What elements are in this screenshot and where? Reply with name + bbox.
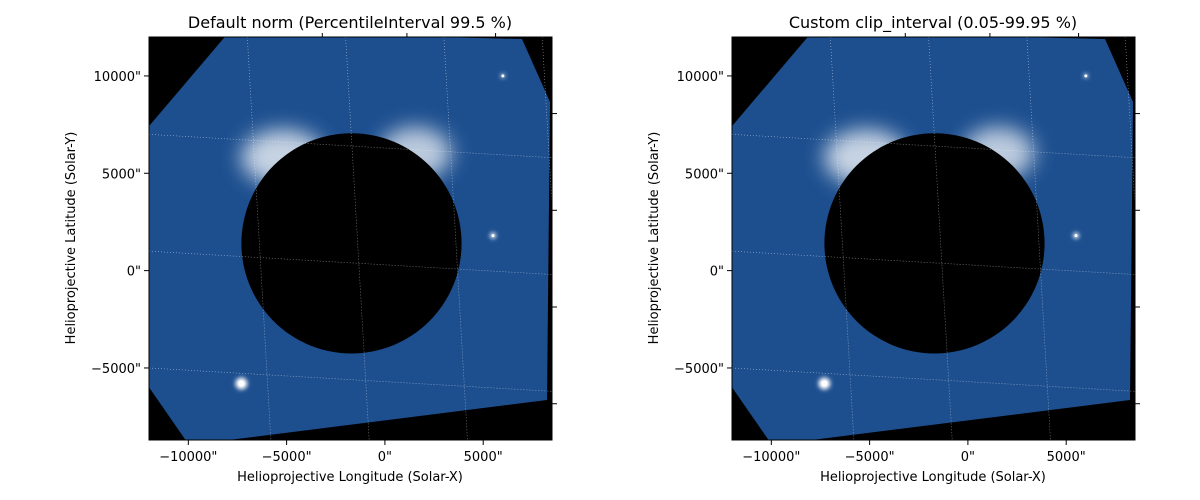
left-occulter-disk xyxy=(241,133,462,354)
left-star-core xyxy=(501,74,505,78)
right-grid-line xyxy=(1026,37,1051,440)
left-plot-frame xyxy=(148,36,553,441)
right-y-tick-label: 5000" xyxy=(685,167,724,182)
left-x-axis-label: Helioprojective Longitude (Solar-X) xyxy=(237,470,463,485)
right-plot-frame xyxy=(731,36,1136,441)
left-star-core xyxy=(491,234,495,238)
left-x-tick-label: −5000" xyxy=(262,450,312,465)
right-x-axis-label: Helioprojective Longitude (Solar-X) xyxy=(820,470,1046,485)
right-star-core xyxy=(821,380,828,387)
right-occulter-disk xyxy=(824,133,1045,354)
right-image xyxy=(732,37,1135,440)
left-x-ticks: −10000" −5000" 0" 5000" xyxy=(159,440,503,465)
left-plot-panel: Default norm (PercentileInterval 99.5 %)… xyxy=(64,13,557,485)
right-star-core xyxy=(1084,74,1088,78)
right-y-tick-label: −5000" xyxy=(674,362,724,377)
left-y-tick-label: 0" xyxy=(127,265,141,280)
right-x-tick-label: −10000" xyxy=(742,450,800,465)
left-x-tick-label: 0" xyxy=(378,450,392,465)
left-star-core xyxy=(238,380,245,387)
left-y-axis-label: Helioprojective Latitude (Solar-Y) xyxy=(64,132,79,345)
right-star-core xyxy=(1074,234,1078,238)
left-grid-line xyxy=(246,37,272,440)
left-y-tick-label: 10000" xyxy=(94,70,141,85)
right-plot-panel: Custom clip_interval (0.05-99.95 %) −100… xyxy=(647,13,1140,485)
left-x-tick-label: −10000" xyxy=(159,450,217,465)
left-image xyxy=(149,37,552,440)
left-grid-line xyxy=(149,250,552,275)
right-x-tick-label: 5000" xyxy=(1047,450,1086,465)
right-x-tick-label: −5000" xyxy=(845,450,895,465)
right-x-ticks: −10000" −5000" 0" 5000" xyxy=(742,440,1086,465)
left-plot-title: Default norm (PercentileInterval 99.5 %) xyxy=(188,13,512,32)
right-y-ticks: −5000" 0" 5000" 10000" xyxy=(674,70,732,377)
right-grid-line xyxy=(732,367,1135,392)
left-grid-line xyxy=(149,134,552,159)
right-grid xyxy=(732,37,1135,440)
right-x-tick-label: 0" xyxy=(961,450,975,465)
right-y-axis-label: Helioprojective Latitude (Solar-Y) xyxy=(647,132,662,345)
left-y-tick-label: 5000" xyxy=(102,167,141,182)
left-y-tick-label: −5000" xyxy=(91,362,141,377)
right-grid-line xyxy=(732,250,1135,275)
right-y-tick-label: 0" xyxy=(710,265,724,280)
left-y-ticks: −5000" 0" 5000" 10000" xyxy=(91,70,149,377)
right-y-tick-label: 10000" xyxy=(677,70,724,85)
left-grid-line xyxy=(149,367,552,392)
left-side-ticks xyxy=(321,33,557,405)
left-grid-line xyxy=(443,37,468,440)
right-grid-line xyxy=(732,134,1135,159)
left-grid-line xyxy=(345,37,370,440)
left-grid xyxy=(149,37,552,440)
right-plot-title: Custom clip_interval (0.05-99.95 %) xyxy=(789,13,1077,33)
right-side-ticks xyxy=(904,33,1140,405)
right-grid-line xyxy=(829,37,855,440)
left-x-tick-label: 5000" xyxy=(464,450,503,465)
right-grid-line xyxy=(928,37,953,440)
